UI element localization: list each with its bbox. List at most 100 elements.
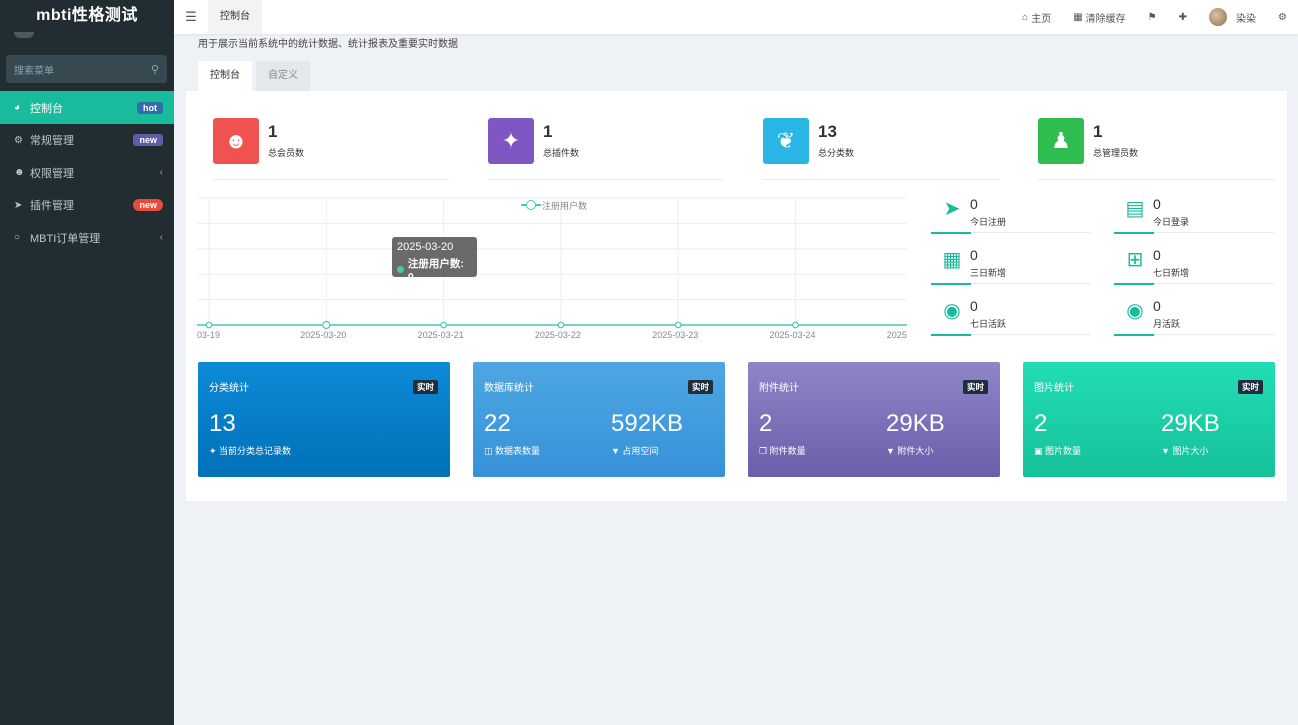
legend-marker[interactable] [526, 200, 536, 210]
sidebar-item-mbti-orders[interactable]: ○ MBTI订单管理 ‹ [0, 222, 174, 255]
card-sublabel: ✦ 当前分类总记录数 [209, 444, 291, 457]
card-sublabel: ▣ 图片数量 [1034, 444, 1081, 457]
x-tick-label: 2025-03-21 [417, 330, 464, 340]
mini-stat-label: 七日活跃 [970, 319, 1007, 329]
user-menu[interactable]: 染染 [1198, 8, 1267, 26]
clear-cache-button[interactable]: ▦ 清除缓存 [1062, 10, 1136, 25]
tab-dashboard[interactable]: 控制台 [208, 0, 262, 34]
magic-icon: ✦ [488, 118, 534, 164]
mini-stat-value: 0 [970, 247, 978, 263]
card-value-2: 29KB [886, 410, 945, 437]
home-link[interactable]: ⌂ 主页 [1011, 10, 1062, 25]
card-value-2: 29KB [1161, 410, 1220, 437]
stat-total-plugins: ✦ 1 总插件数 [488, 118, 724, 180]
data-point[interactable] [440, 321, 448, 329]
database-icon: ◫ [484, 446, 496, 456]
data-point[interactable] [792, 321, 799, 329]
card-sublabel-text: 附件数量 [769, 446, 806, 456]
stat-label: 总分类数 [818, 148, 855, 158]
avatar [14, 32, 34, 38]
tooltip-date: 2025-03-20 [397, 241, 454, 253]
x-tick-label: 2025-03-20 [300, 330, 347, 340]
chart-tooltip: 2025-03-20 注册用户数: 0 [392, 237, 477, 283]
data-point[interactable] [557, 321, 565, 329]
filter-icon: ▼ [886, 446, 898, 456]
card-image-stats: 图片统计 实时 2 ▣ 图片数量 29KB ▼ 图片大小 [1023, 362, 1275, 477]
card-value: 22 [484, 410, 511, 437]
tooltip-value: 注册用户数: 0 [397, 256, 472, 283]
app-logo-title[interactable]: mbti性格测试 [0, 0, 174, 34]
sidebar-item-general[interactable]: ⚙ 常规管理 new [0, 124, 174, 157]
top-navbar: ☰ 控制台 ⌂ 主页 ▦ 清除缓存 ⚑ ✚ 染染 ⚙ [174, 0, 1298, 34]
data-point[interactable] [322, 320, 331, 330]
mini-stat-today-register: ➤ 0 今日注册 [931, 196, 1091, 248]
card-sublabel-text: 占用空间 [622, 446, 659, 456]
trash-icon: ▦ [1073, 11, 1083, 23]
image-icon: ▣ [1034, 446, 1046, 456]
registration-chart[interactable]: 注册用户数 [197, 194, 917, 344]
x-tick-label: 2025-03-22 [534, 330, 581, 340]
tab-custom[interactable]: 自定义 [256, 61, 310, 91]
divider-accent [1114, 283, 1154, 285]
language-button[interactable]: ⚑ [1137, 12, 1168, 23]
mini-stat-value: 0 [970, 298, 978, 314]
divider-accent [1114, 232, 1154, 234]
card-category-stats: 分类统计 实时 13 ✦ 当前分类总记录数 [198, 362, 450, 477]
card-value-2: 592KB [611, 410, 684, 437]
content-tabs: 控制台 自定义 [198, 61, 314, 91]
card-sublabel-2: ▼ 图片大小 [1161, 444, 1208, 457]
x-tick-label: 2025-03 [886, 330, 907, 340]
card-sublabel-text: 数据表数量 [495, 446, 541, 456]
chevron-left-icon: ‹ [159, 167, 163, 179]
home-label: 主页 [1031, 13, 1052, 25]
sidebar-item-auth[interactable]: ☻ 权限管理 ‹ [0, 157, 174, 190]
stat-total-admins: ♟ 1 总管理员数 [1038, 118, 1276, 180]
users-icon: ☻ [213, 118, 259, 164]
divider-accent [931, 334, 971, 336]
card-sublabel-text: 图片大小 [1172, 446, 1209, 456]
mini-stat-value: 0 [1153, 247, 1161, 263]
fullscreen-button[interactable]: ✚ [1168, 12, 1198, 23]
rocket-icon: ➤ [943, 198, 961, 220]
realtime-badge: 实时 [1237, 380, 1263, 394]
sidebar: mbti性格测试 搜索菜单 ⚲ ◕ 控制台 hot ⚙ 常规管理 new ☻ 权… [0, 0, 174, 725]
new-badge: new [133, 134, 163, 147]
realtime-badge: 实时 [412, 380, 438, 394]
menu-toggle-icon[interactable]: ☰ [185, 9, 197, 24]
card-sublabel-text: 当前分类总记录数 [219, 446, 292, 456]
data-point[interactable] [674, 321, 682, 329]
legend-label[interactable]: 注册用户数 [542, 201, 588, 211]
divider-accent [931, 283, 971, 285]
mini-stat-label: 月活跃 [1153, 319, 1181, 329]
dashboard-icon: ◕ [14, 102, 21, 113]
stat-value: 1 [543, 122, 553, 141]
gear-icon: ⚙ [1278, 11, 1287, 23]
stat-label: 总会员数 [268, 148, 305, 158]
mini-stat-7day-active: ◉ 0 七日活跃 [931, 298, 1091, 350]
card-value: 2 [759, 410, 773, 437]
fullscreen-icon: ✚ [1178, 11, 1188, 23]
card-sublabel-text: 附件大小 [897, 446, 934, 456]
settings-button[interactable]: ⚙ [1267, 12, 1298, 23]
search-icon[interactable]: ⚲ [150, 63, 159, 76]
mini-stat-value: 0 [1153, 196, 1161, 212]
sidebar-item-dashboard[interactable]: ◕ 控制台 hot [0, 91, 174, 124]
data-point[interactable] [205, 321, 213, 329]
tab-console[interactable]: 控制台 [198, 61, 252, 91]
sidebar-item-plugins[interactable]: ➤ 插件管理 new [0, 189, 174, 222]
mini-stat-label: 今日注册 [970, 217, 1007, 227]
sidebar-item-label: 权限管理 [30, 167, 74, 180]
stat-label: 总管理员数 [1093, 148, 1139, 158]
card-sublabel: ❐ 附件数量 [759, 444, 806, 457]
home-icon: ⌂ [1022, 11, 1029, 23]
calendar-plus-icon: ⊞ [1126, 249, 1144, 271]
menu-search-input[interactable]: 搜索菜单 ⚲ [6, 55, 167, 83]
x-tick-label: 2025-03-23 [652, 330, 699, 340]
stat-value: 13 [818, 122, 837, 141]
language-icon: ⚑ [1147, 11, 1157, 23]
avatar [1209, 8, 1228, 26]
mini-stat-7day-new: ⊞ 0 七日新增 [1114, 247, 1274, 299]
new-badge: new [133, 199, 163, 212]
mini-stat-3day-new: ▦ 0 三日新增 [931, 247, 1091, 299]
mini-stat-today-login: ▤ 0 今日登录 [1114, 196, 1274, 248]
